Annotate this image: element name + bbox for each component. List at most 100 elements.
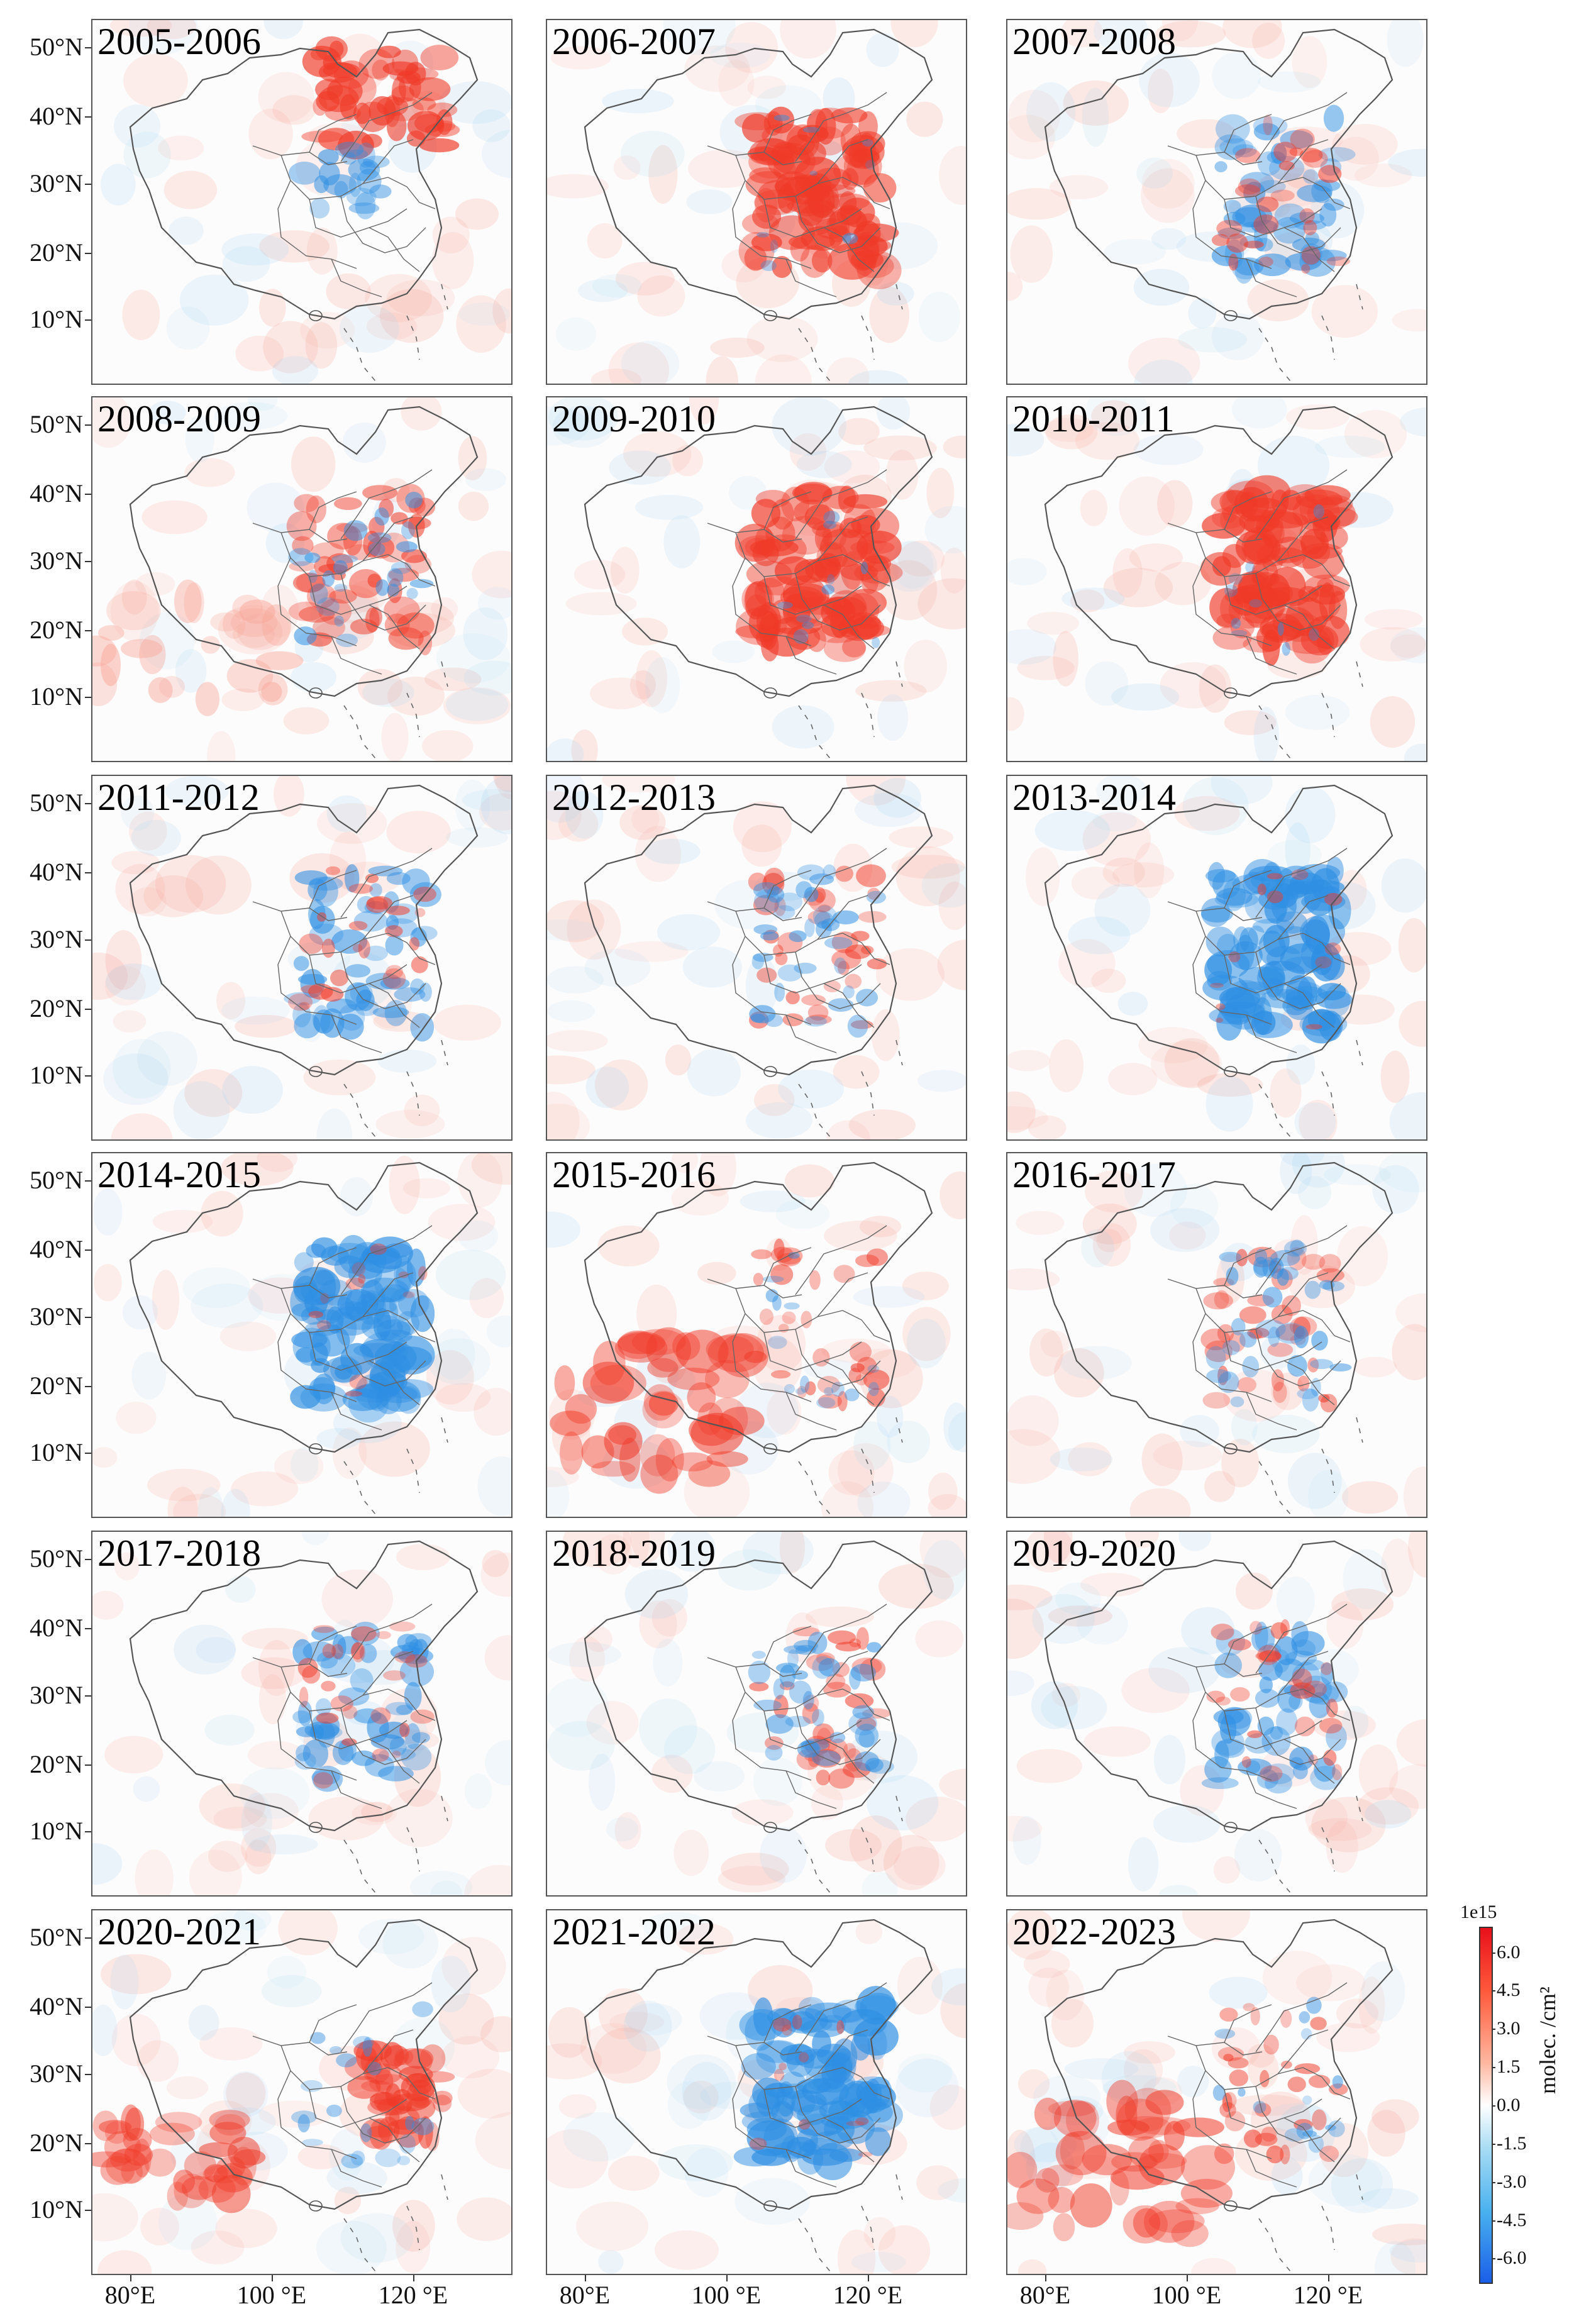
anomaly-blob	[736, 1383, 799, 1439]
anomaly-blob	[291, 662, 336, 692]
anomaly-blob	[690, 1412, 744, 1455]
anomaly-blob	[1148, 2139, 1169, 2163]
anomaly-blob	[915, 1620, 964, 1658]
province-boundary	[1255, 469, 1348, 540]
anomaly-blob	[1080, 490, 1107, 526]
anomaly-blob	[838, 418, 880, 445]
anomaly-blob	[797, 1385, 807, 1399]
anomaly-blob	[363, 945, 388, 961]
anomaly-blob	[906, 101, 943, 137]
anomaly-blob	[663, 20, 736, 55]
latitude-label: 30°N	[30, 169, 83, 197]
anomaly-blob	[850, 616, 885, 640]
anomaly-blob	[1267, 1343, 1294, 1357]
anomaly-blob	[1091, 400, 1137, 433]
anomaly-blob	[639, 1600, 677, 1649]
anomaly-blob	[428, 1338, 490, 1385]
province-boundary	[785, 1392, 837, 1431]
panel-title: 2010-2011	[1012, 398, 1175, 440]
anomaly-blob	[292, 1710, 311, 1724]
province-boundary	[1277, 1272, 1329, 1317]
anomaly-blob	[796, 451, 852, 479]
anomaly-blob	[152, 1210, 213, 1234]
anomaly-blob	[547, 1103, 590, 1139]
anomaly-blob	[1007, 114, 1056, 160]
latitude-tick	[85, 2210, 91, 2211]
anomaly-blob	[441, 2036, 500, 2079]
province-boundary	[795, 469, 887, 540]
anomaly-blob	[321, 1680, 336, 1692]
anomaly-blob	[1148, 2209, 1205, 2234]
anomaly-blob	[463, 607, 508, 660]
anomaly-blob	[1372, 1165, 1419, 1214]
anomaly-blob	[718, 1406, 765, 1436]
anomaly-blob	[389, 69, 407, 80]
colorbar-tick	[1492, 2258, 1495, 2260]
anomaly-blob	[739, 2009, 785, 2041]
anomaly-blob	[1259, 1676, 1273, 1693]
map-panel: 2017-2018	[91, 1531, 513, 1897]
anomaly-blob	[1007, 2151, 1038, 2188]
anomaly-blob	[395, 602, 455, 634]
panel-title: 2008-2009	[97, 398, 261, 440]
anomaly-blob	[847, 1014, 868, 1038]
anomaly-blob	[1277, 612, 1324, 642]
anomaly-blob	[92, 662, 118, 707]
anomaly-blob	[773, 2068, 785, 2081]
anomaly-blob	[1216, 1739, 1245, 1758]
anomaly-blob	[1318, 165, 1342, 183]
anomaly-blob	[1318, 1393, 1330, 1403]
anomaly-blob	[343, 520, 368, 541]
anomaly-blob	[399, 1657, 435, 1687]
anomaly-blob	[1258, 71, 1321, 93]
anomaly-blob	[1290, 1682, 1316, 1699]
province-boundary	[1277, 1651, 1329, 1696]
anomaly-blob	[1061, 20, 1103, 48]
province-boundary	[823, 227, 875, 272]
anomaly-blob	[928, 1472, 958, 1510]
map-panel: 2015-2016	[546, 1152, 967, 1518]
latitude-label: 40°N	[30, 1992, 83, 2020]
anomaly-blob	[565, 1393, 597, 1424]
anomaly-blob	[1280, 1153, 1312, 1194]
anomaly-blob	[221, 688, 264, 711]
anomaly-blob	[643, 1912, 711, 1942]
anomaly-blob	[1219, 489, 1251, 514]
anomaly-blob	[370, 2093, 404, 2105]
anomaly-blob	[754, 1083, 795, 1116]
anomaly-blob	[863, 173, 897, 203]
anomaly-blob	[866, 1248, 888, 1266]
anomaly-blob	[647, 1358, 679, 1378]
panel-title: 2017-2018	[97, 1532, 261, 1574]
anomaly-blob	[443, 687, 511, 724]
anomaly-blob	[741, 2052, 776, 2080]
anomaly-blob	[667, 2054, 736, 2110]
anomaly-blob	[191, 1283, 263, 1329]
anomaly-blob	[399, 2134, 416, 2154]
anomaly-blob	[1301, 1254, 1326, 1270]
anomaly-blob	[1244, 2129, 1262, 2148]
anomaly-blob	[718, 1333, 769, 1378]
anomaly-blob	[753, 1757, 802, 1807]
anomaly-blob	[352, 1750, 376, 1766]
anomaly-blob	[1395, 1293, 1426, 1332]
anomaly-blob	[782, 1311, 796, 1324]
province-boundary	[340, 573, 426, 631]
anomaly-blob	[804, 2002, 852, 2023]
latitude-label: 30°N	[30, 1681, 83, 1709]
anomaly-blob	[438, 80, 511, 125]
anomaly-blob	[258, 673, 288, 706]
anomaly-blob	[837, 1391, 848, 1412]
anomaly-blob	[1228, 1331, 1246, 1352]
anomaly-blob	[1016, 2178, 1060, 2214]
anomaly-blob	[1277, 622, 1284, 636]
anomaly-blob	[1358, 1976, 1385, 2034]
latitude-tick	[85, 630, 91, 631]
island-outline	[1224, 1066, 1238, 1077]
anomaly-blob	[1276, 1708, 1298, 1736]
anomaly-blob	[1299, 2011, 1311, 2024]
anomaly-blob	[718, 60, 755, 107]
anomaly-blob	[878, 1563, 955, 1609]
anomaly-blob	[1248, 1246, 1278, 1268]
anomaly-blob	[431, 597, 458, 621]
